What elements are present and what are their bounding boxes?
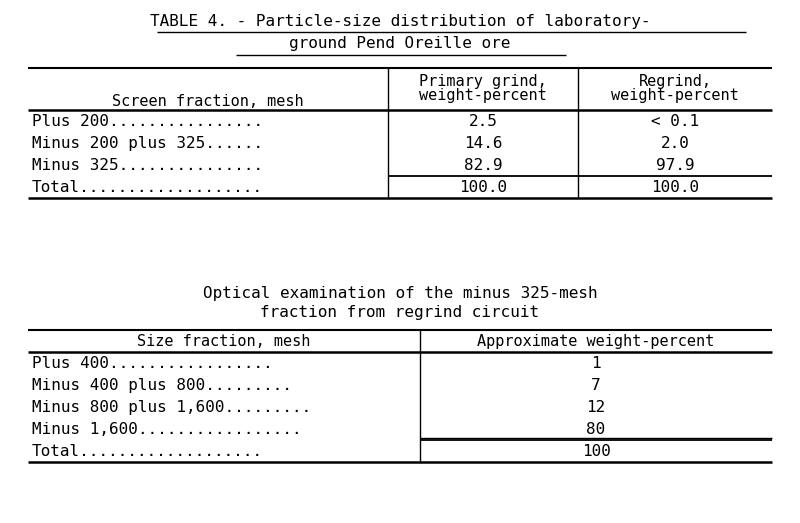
Text: Minus 400 plus 800.........: Minus 400 plus 800......... <box>32 378 292 393</box>
Text: 100.0: 100.0 <box>651 180 699 195</box>
Text: fraction from regrind circuit: fraction from regrind circuit <box>261 305 539 320</box>
Text: 2.5: 2.5 <box>469 114 498 129</box>
Text: Optical examination of the minus 325-mesh: Optical examination of the minus 325-mes… <box>202 286 598 301</box>
Text: Minus 325...............: Minus 325............... <box>32 158 263 173</box>
Text: 97.9: 97.9 <box>656 158 694 173</box>
Text: Plus 200................: Plus 200................ <box>32 114 263 129</box>
Text: 2.0: 2.0 <box>661 136 690 151</box>
Text: weight-percent: weight-percent <box>611 88 739 103</box>
Text: 7: 7 <box>591 378 601 393</box>
Text: 100.0: 100.0 <box>459 180 507 195</box>
Text: Total...................: Total................... <box>32 444 263 459</box>
Text: 82.9: 82.9 <box>464 158 502 173</box>
Text: 14.6: 14.6 <box>464 136 502 151</box>
Text: Plus 400.................: Plus 400................. <box>32 356 273 371</box>
Text: Size fraction, mesh: Size fraction, mesh <box>138 334 310 349</box>
Text: Screen fraction, mesh: Screen fraction, mesh <box>112 94 304 109</box>
Text: Approximate weight-percent: Approximate weight-percent <box>478 334 714 349</box>
Text: Minus 800 plus 1,600.........: Minus 800 plus 1,600......... <box>32 400 311 415</box>
Text: < 0.1: < 0.1 <box>651 114 699 129</box>
Text: Total...................: Total................... <box>32 180 263 195</box>
Text: 100: 100 <box>582 444 610 459</box>
Text: weight-percent: weight-percent <box>419 88 547 103</box>
Text: 1: 1 <box>591 356 601 371</box>
Text: Primary grind,: Primary grind, <box>419 74 547 89</box>
Text: 80: 80 <box>586 422 606 437</box>
Text: Minus 200 plus 325......: Minus 200 plus 325...... <box>32 136 263 151</box>
Text: Regrind,: Regrind, <box>638 74 711 89</box>
Text: ground Pend Oreille ore: ground Pend Oreille ore <box>290 36 510 51</box>
Text: TABLE 4. - Particle-size distribution of laboratory-: TABLE 4. - Particle-size distribution of… <box>150 14 650 29</box>
Text: 12: 12 <box>586 400 606 415</box>
Text: Minus 1,600.................: Minus 1,600................. <box>32 422 302 437</box>
